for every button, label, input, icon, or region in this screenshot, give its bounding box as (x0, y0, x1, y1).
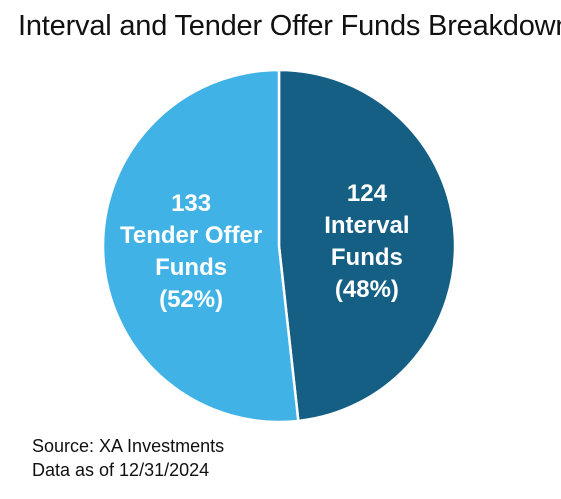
data-date-note: Data as of 12/31/2024 (32, 460, 210, 480)
chart-title: Interval and Tender Offer Funds Breakdow… (18, 10, 561, 42)
slice-label-line: 124 (347, 180, 388, 207)
slice-label-line: Funds (155, 254, 227, 281)
slice-label-interval-funds: 124 Interval Funds (48%) (324, 180, 409, 303)
source-note: Source: XA Investments (32, 436, 225, 456)
slice-label-line: Tender Offer (120, 222, 262, 249)
slice-label-line: Funds (331, 244, 403, 271)
pie-slice-interval-funds (277, 68, 457, 423)
slice-label-line: 133 (171, 190, 211, 217)
slice-label-line: (48%) (335, 276, 399, 303)
slice-label-line: (52%) (159, 286, 223, 313)
chart-footer: Source: XA Investments Data as of 12/31/… (32, 434, 224, 482)
slice-label-tender-offer-funds: 133 Tender Offer Funds (52%) (120, 190, 262, 313)
pie-slice-tender-offer-funds (101, 68, 300, 424)
slice-label-line: Interval (324, 212, 409, 239)
